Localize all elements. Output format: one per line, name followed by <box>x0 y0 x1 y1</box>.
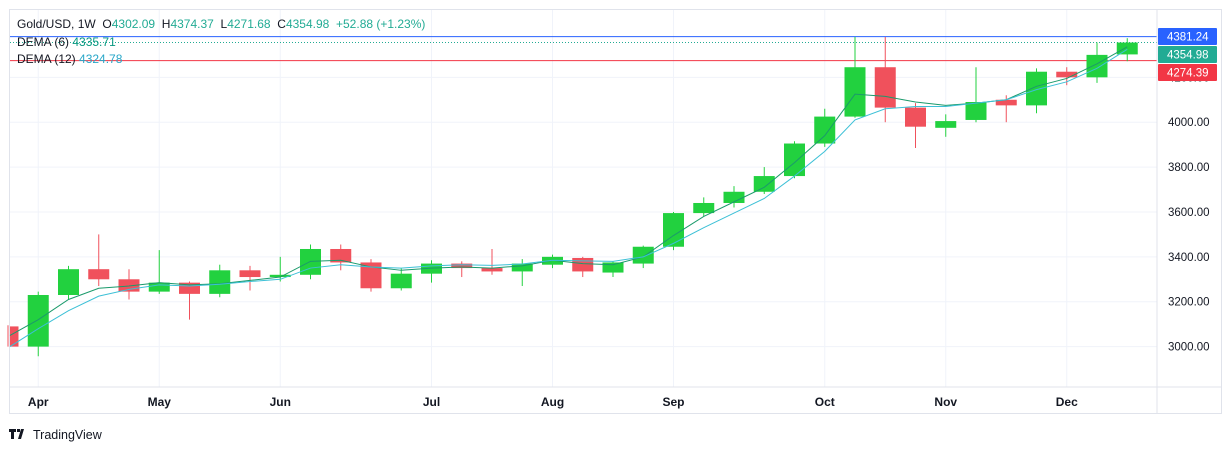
dema12-line <box>9 48 1128 348</box>
open-value: 4302.09 <box>111 17 156 31</box>
price-tags: 4381.24 4354.98 4274.39 <box>1158 28 1217 81</box>
candle-down <box>179 282 200 294</box>
candle-up <box>602 262 624 273</box>
close-value: 4354.98 <box>285 17 330 31</box>
tradingview-logo-icon <box>9 427 29 443</box>
candle-down <box>1056 71 1078 78</box>
candle-down <box>88 269 110 280</box>
candle-up <box>421 263 442 274</box>
price-tick-label: 3400.00 <box>1168 252 1210 264</box>
candle-up <box>935 121 957 128</box>
candle-up <box>269 274 291 278</box>
time-tick-label: May <box>148 395 172 409</box>
time-tick-label: Jun <box>270 395 291 409</box>
candle-up <box>511 263 533 272</box>
price-tag-bg <box>1158 64 1217 81</box>
dema12-label: DEMA (12) <box>17 52 76 66</box>
dema6-line <box>9 46 1128 336</box>
candle-down <box>874 67 896 108</box>
high-value: 4374.37 <box>170 17 214 31</box>
candle-up <box>753 176 775 192</box>
dema-lines <box>9 46 1128 348</box>
price-tag-label: 4381.24 <box>1167 32 1209 44</box>
candle-up <box>1026 71 1047 106</box>
candle-up <box>844 67 866 117</box>
low-value: 4271.68 <box>227 17 271 31</box>
price-lines <box>10 36 1157 62</box>
low-label: L <box>220 17 228 31</box>
interval-label[interactable]: 1W <box>77 17 96 31</box>
candle-up <box>723 191 745 203</box>
high-label: H <box>161 17 171 31</box>
legend-ohlc: Gold/USD, 1W O4302.09 H4374.37 L4271.68 … <box>17 17 426 31</box>
candle-up <box>965 102 987 120</box>
time-tick-label: Oct <box>815 395 835 409</box>
chart-frame[interactable] <box>9 9 1222 414</box>
brand-name: TradingView <box>33 428 102 442</box>
time-tick-label: Aug <box>541 395 564 409</box>
candle-down <box>481 268 503 272</box>
candle-down <box>330 248 352 263</box>
candle-up <box>148 282 170 292</box>
candle-up <box>1086 54 1108 78</box>
tradingview-brand[interactable]: TradingView <box>9 427 102 443</box>
time-tick-label: Apr <box>28 395 49 409</box>
candle-up <box>663 213 684 247</box>
dema6-label: DEMA (6) <box>17 35 70 49</box>
candle-down <box>10 326 19 347</box>
open-label: O <box>102 17 112 31</box>
candles <box>7 36 1138 357</box>
candle-up <box>27 294 49 347</box>
time-axis: Apr May Jun Jul Aug Sep Oct Nov Dec <box>10 386 1222 409</box>
time-tick-label: Sep <box>662 395 684 409</box>
dema6-value: 4335.71 <box>72 35 116 49</box>
price-tick-label: 4000.00 <box>1168 117 1210 129</box>
legend-dema6[interactable]: DEMA (6) 4335.71 <box>17 35 116 49</box>
candle-up <box>390 273 412 289</box>
candle-up <box>814 116 836 144</box>
price-tag-bg <box>1158 46 1217 63</box>
dema12-value: 4324.78 <box>79 52 123 66</box>
candle-up <box>58 269 79 295</box>
candle-up <box>1116 42 1138 55</box>
time-tick-label: Nov <box>934 395 957 409</box>
candle-down <box>905 107 926 127</box>
price-tag-bg <box>1158 28 1217 45</box>
candle-down <box>360 262 382 289</box>
price-tick-label: 3000.00 <box>1168 342 1210 354</box>
change-value: +52.88 (+1.23%) <box>336 17 426 31</box>
legend-dema12[interactable]: DEMA (12) 4324.78 <box>17 52 122 66</box>
symbol-name[interactable]: Gold/USD <box>17 17 72 31</box>
price-tag-label: 4354.98 <box>1167 50 1209 62</box>
candle-up <box>632 246 654 264</box>
price-tick-label: 3800.00 <box>1168 162 1210 174</box>
candle-up <box>209 270 231 294</box>
price-tick-label: 3600.00 <box>1168 207 1210 219</box>
candle-up <box>542 256 563 265</box>
grid <box>10 10 1157 387</box>
price-tick-label: 3200.00 <box>1168 297 1210 309</box>
candle-down <box>572 257 594 272</box>
time-tick-label: Jul <box>423 395 440 409</box>
candle-down <box>995 99 1017 106</box>
candle-down <box>239 270 261 278</box>
candle-up <box>693 202 715 214</box>
candle-down <box>451 263 473 269</box>
price-tag-label: 4274.39 <box>1167 68 1209 80</box>
close-label: C <box>277 17 286 31</box>
price-axis: 3000.00 3200.00 3400.00 3600.00 3800.00 4000.… <box>1156 10 1210 414</box>
time-tick-label: Dec <box>1056 395 1078 409</box>
candle-up <box>784 143 805 177</box>
